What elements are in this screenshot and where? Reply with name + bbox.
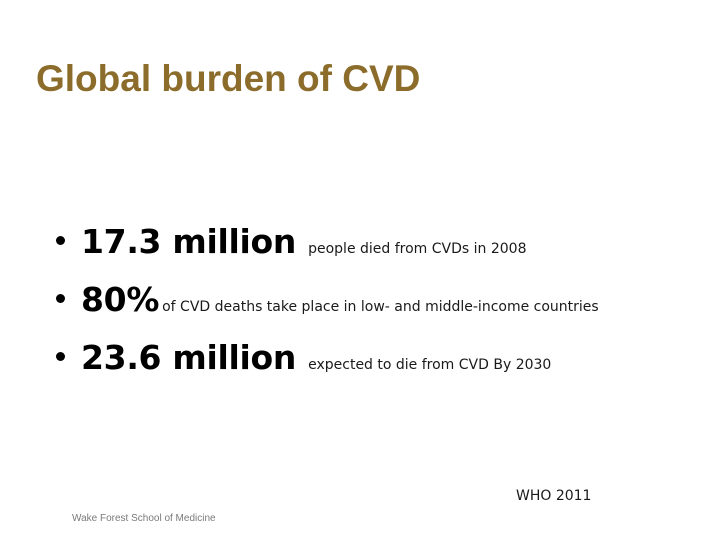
bullet-stat: 80% bbox=[81, 280, 160, 319]
bullet-text: expected to die from CVD By 2030 bbox=[308, 357, 552, 373]
bullet-stat: 17.3 million bbox=[81, 222, 297, 261]
bullet-text: of CVD deaths take place in low- and mid… bbox=[162, 299, 599, 315]
bullet-dot-icon bbox=[56, 294, 65, 303]
bullet-item: 17.3 million people died from CVDs in 20… bbox=[56, 222, 599, 280]
bullet-item: 80% of CVD deaths take place in low- and… bbox=[56, 280, 599, 338]
slide-title: Global burden of CVD bbox=[36, 58, 421, 99]
bullet-text: people died from CVDs in 2008 bbox=[308, 241, 527, 257]
bullet-stat: 23.6 million bbox=[81, 338, 297, 377]
footer-institution: Wake Forest School of Medicine bbox=[72, 513, 216, 524]
bullet-list: 17.3 million people died from CVDs in 20… bbox=[56, 222, 599, 396]
bullet-item: 23.6 million expected to die from CVD By… bbox=[56, 338, 599, 396]
bullet-dot-icon bbox=[56, 236, 65, 245]
citation: WHO 2011 bbox=[516, 488, 592, 504]
bullet-dot-icon bbox=[56, 352, 65, 361]
